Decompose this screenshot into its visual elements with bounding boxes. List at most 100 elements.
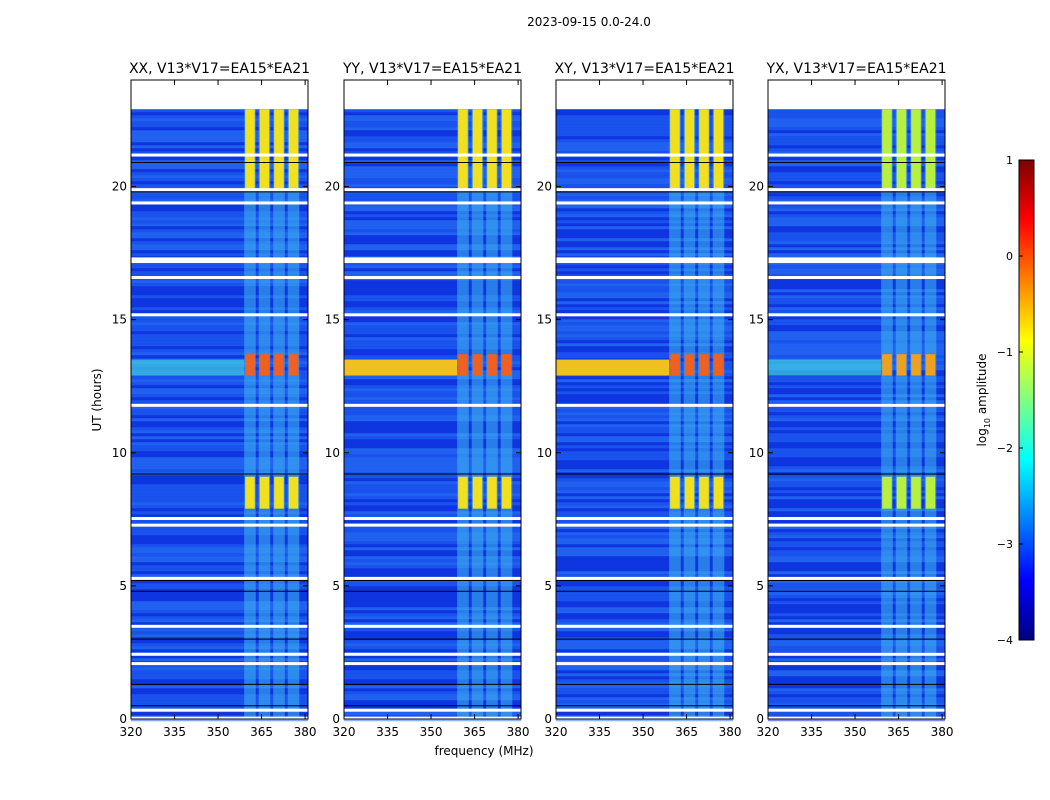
flag-gap bbox=[768, 652, 945, 656]
rfi-block bbox=[713, 476, 724, 509]
noise-texture bbox=[131, 109, 308, 722]
rfi-channel bbox=[486, 109, 498, 720]
x-tick-label: 335 bbox=[588, 725, 611, 739]
y-tick-label: 15 bbox=[537, 313, 552, 327]
flag-gap bbox=[556, 403, 733, 407]
flag-gap bbox=[344, 523, 521, 527]
flag-gap bbox=[768, 716, 945, 720]
rfi-block bbox=[259, 109, 270, 190]
rfi-block bbox=[925, 354, 936, 376]
colorbar-tick-label: −4 bbox=[997, 634, 1013, 647]
rfi-channel-stripes bbox=[244, 109, 300, 720]
flag-gap bbox=[344, 260, 521, 264]
y-tick-label: 15 bbox=[749, 313, 764, 327]
broadband-rfi-band bbox=[344, 359, 458, 376]
flag-gap bbox=[556, 523, 733, 527]
rfi-block bbox=[472, 354, 483, 376]
panel-xy: XY, V13*V17=EA15*EA21 320 335 350 365 380 0 5 10… bbox=[537, 61, 742, 739]
rfi-block bbox=[458, 354, 468, 376]
rfi-channel bbox=[669, 109, 681, 720]
flag-gap bbox=[131, 662, 308, 666]
flag-gap bbox=[768, 523, 945, 527]
y-tick-label: 0 bbox=[756, 712, 764, 726]
rfi-block bbox=[911, 476, 921, 509]
rfi-block bbox=[274, 354, 284, 376]
panel-yx: YX, V13*V17=EA15*EA21 320 335 350 365 380 0 5 10… bbox=[749, 61, 954, 739]
x-tick-label: 320 bbox=[120, 725, 143, 739]
y-tick-label: 20 bbox=[537, 180, 552, 194]
flag-gap bbox=[344, 708, 521, 712]
panel-frame bbox=[343, 79, 522, 720]
rfi-channel bbox=[924, 109, 937, 720]
colorbar-tick-label: 1 bbox=[1006, 154, 1013, 167]
rfi-block bbox=[288, 109, 299, 190]
flag-gap bbox=[556, 313, 733, 317]
flag-gap bbox=[344, 313, 521, 317]
x-tick-label: 350 bbox=[207, 725, 230, 739]
flagged-gaps bbox=[131, 153, 308, 720]
y-tick-label: 5 bbox=[756, 579, 764, 593]
flag-gap bbox=[131, 576, 308, 580]
rfi-block bbox=[288, 354, 299, 376]
flag-gap bbox=[768, 188, 945, 192]
rfi-block bbox=[911, 109, 921, 190]
rfi-channel bbox=[273, 109, 285, 720]
rfi-channel bbox=[500, 109, 513, 720]
flag-gap bbox=[131, 516, 308, 520]
flag-gap bbox=[344, 257, 521, 261]
x-tick-label: 380 bbox=[719, 725, 742, 739]
rfi-block bbox=[487, 354, 497, 376]
x-tick-label: 365 bbox=[887, 725, 910, 739]
flag-gap bbox=[556, 260, 733, 264]
flag-gap bbox=[344, 153, 521, 157]
x-tick-label: 350 bbox=[844, 725, 867, 739]
y-axis-label: UT (hours) bbox=[90, 368, 104, 431]
rfi-channel bbox=[881, 109, 893, 720]
colorbar-label: log10 amplitude bbox=[975, 354, 992, 447]
flag-gap bbox=[556, 201, 733, 205]
rfi-channel-stripes bbox=[669, 109, 725, 720]
x-tick-label: 380 bbox=[507, 725, 530, 739]
flag-gap bbox=[768, 516, 945, 520]
colorbar-tick-label: −3 bbox=[997, 538, 1013, 551]
flag-gap bbox=[556, 716, 733, 720]
y-tick-label: 0 bbox=[119, 712, 127, 726]
y-tick-label: 20 bbox=[325, 180, 340, 194]
rfi-block bbox=[882, 476, 892, 509]
rfi-block bbox=[713, 354, 724, 376]
y-tick-label: 0 bbox=[544, 712, 552, 726]
flag-gap bbox=[131, 403, 308, 407]
panel-title: XX, V13*V17=EA15*EA21 bbox=[129, 61, 310, 77]
rfi-block bbox=[896, 109, 907, 190]
y-tick-label: 0 bbox=[332, 712, 340, 726]
y-tick-label: 15 bbox=[112, 313, 127, 327]
colorbar-scale bbox=[1018, 159, 1035, 641]
flag-gap bbox=[556, 257, 733, 261]
y-tick-label: 5 bbox=[332, 579, 340, 593]
flag-gap bbox=[768, 153, 945, 157]
rfi-block bbox=[684, 109, 695, 190]
flag-gap bbox=[768, 403, 945, 407]
rfi-block bbox=[274, 109, 284, 190]
flag-gap bbox=[131, 624, 308, 628]
x-tick-label: 320 bbox=[545, 725, 568, 739]
rfi-channel bbox=[895, 109, 908, 720]
x-tick-label: 380 bbox=[294, 725, 317, 739]
flag-gap bbox=[344, 201, 521, 205]
panel-xx: XX, V13*V17=EA15*EA21 320 335 350 365 380 0 5 10… bbox=[112, 61, 317, 739]
rfi-block bbox=[699, 354, 709, 376]
rfi-channel bbox=[287, 109, 300, 720]
panel-title: YX, V13*V17=EA15*EA21 bbox=[765, 61, 946, 77]
rfi-block bbox=[713, 109, 724, 190]
rfi-block bbox=[699, 109, 709, 190]
flag-gap bbox=[556, 576, 733, 580]
rfi-blocks bbox=[245, 109, 299, 509]
flag-gap bbox=[768, 576, 945, 580]
flag-gap bbox=[768, 257, 945, 261]
flag-gap bbox=[344, 516, 521, 520]
y-tick-label: 15 bbox=[325, 313, 340, 327]
panel-yy: YY, V13*V17=EA15*EA21 320 335 350 365 380 0 5 10… bbox=[325, 61, 530, 739]
rfi-channel bbox=[457, 109, 469, 720]
rfi-block bbox=[699, 476, 709, 509]
flag-gap bbox=[344, 716, 521, 720]
